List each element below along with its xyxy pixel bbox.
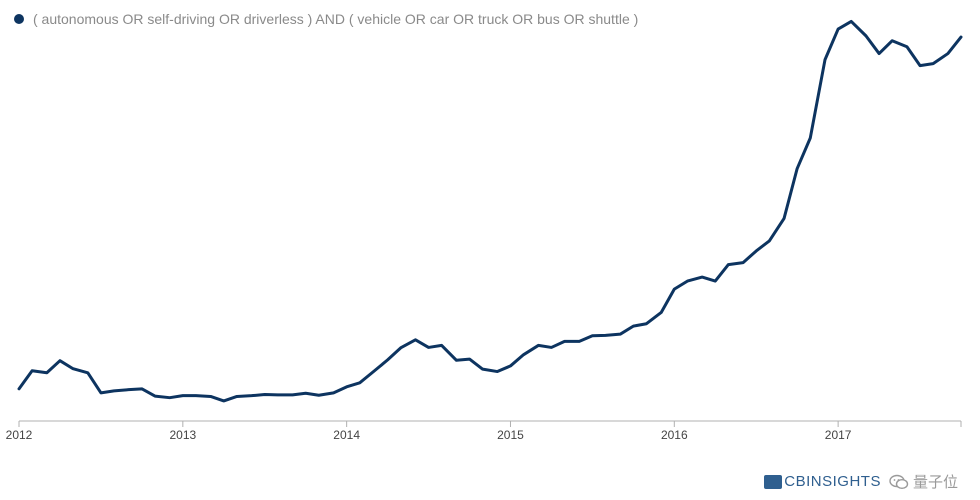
- data-point[interactable]: [357, 380, 363, 386]
- data-point[interactable]: [467, 356, 473, 362]
- data-point[interactable]: [781, 215, 787, 221]
- data-point[interactable]: [603, 332, 609, 338]
- data-point[interactable]: [290, 392, 296, 398]
- data-point[interactable]: [439, 342, 445, 348]
- data-point[interactable]: [835, 26, 841, 32]
- data-point[interactable]: [385, 357, 391, 363]
- data-point[interactable]: [684, 278, 690, 284]
- cbinsights-logo: CBINSIGHTS: [764, 473, 881, 490]
- data-point[interactable]: [630, 323, 636, 329]
- data-point[interactable]: [930, 61, 936, 67]
- data-point[interactable]: [85, 370, 91, 376]
- data-point[interactable]: [331, 390, 337, 396]
- data-point[interactable]: [126, 387, 132, 393]
- data-point[interactable]: [794, 166, 800, 172]
- data-point[interactable]: [725, 262, 731, 268]
- wechat-icon: [889, 474, 909, 489]
- data-point[interactable]: [521, 352, 527, 358]
- data-point[interactable]: [617, 331, 623, 337]
- data-point[interactable]: [344, 384, 350, 390]
- data-point[interactable]: [740, 260, 746, 266]
- data-point[interactable]: [221, 398, 227, 404]
- data-point[interactable]: [889, 38, 895, 44]
- cbinsights-logo-icon: [764, 474, 783, 489]
- series-group: [16, 18, 964, 404]
- data-point[interactable]: [152, 393, 158, 399]
- series-line[interactable]: [17, 19, 963, 403]
- data-point[interactable]: [29, 368, 35, 374]
- data-point[interactable]: [863, 33, 869, 39]
- watermark: CBINSIGHTS 量子位: [764, 471, 958, 492]
- data-point[interactable]: [958, 34, 964, 40]
- data-point[interactable]: [507, 363, 513, 369]
- legend-marker-icon: [14, 14, 24, 24]
- cbinsights-logo-text: CBINSIGHTS: [784, 473, 881, 490]
- data-point[interactable]: [917, 63, 923, 69]
- data-point[interactable]: [589, 333, 595, 339]
- x-axis-ticks: 2012 2013 2014 2015 2016 2017: [6, 421, 962, 442]
- data-point[interactable]: [548, 344, 554, 350]
- data-point[interactable]: [398, 345, 404, 351]
- data-point[interactable]: [480, 366, 486, 372]
- data-point[interactable]: [262, 391, 268, 397]
- data-point[interactable]: [766, 238, 772, 244]
- legend-label: ( autonomous OR self-driving OR driverle…: [33, 11, 639, 27]
- data-point[interactable]: [316, 392, 322, 398]
- data-point[interactable]: [643, 321, 649, 327]
- data-point[interactable]: [699, 274, 705, 280]
- data-point[interactable]: [945, 51, 951, 57]
- data-point[interactable]: [44, 370, 50, 376]
- data-point[interactable]: [70, 366, 76, 372]
- data-point[interactable]: [139, 386, 145, 392]
- data-point[interactable]: [576, 338, 582, 344]
- x-tick-label: 2013: [169, 428, 196, 442]
- data-point[interactable]: [753, 248, 759, 254]
- data-point[interactable]: [167, 395, 173, 401]
- data-point[interactable]: [876, 51, 882, 57]
- watermark-text: 量子位: [912, 474, 958, 491]
- data-point[interactable]: [426, 344, 432, 350]
- data-point[interactable]: [303, 390, 309, 396]
- legend[interactable]: ( autonomous OR self-driving OR driverle…: [14, 11, 638, 27]
- data-point[interactable]: [180, 393, 186, 399]
- data-point[interactable]: [712, 278, 718, 284]
- data-point[interactable]: [16, 386, 22, 392]
- data-point[interactable]: [494, 369, 500, 375]
- data-point[interactable]: [275, 392, 281, 398]
- data-point[interactable]: [193, 393, 199, 399]
- data-point[interactable]: [57, 358, 63, 364]
- x-tick-label: 2017: [825, 428, 852, 442]
- data-point[interactable]: [111, 388, 117, 394]
- x-tick-label: 2012: [6, 428, 33, 442]
- data-point[interactable]: [98, 390, 104, 396]
- x-tick-label: 2014: [333, 428, 360, 442]
- data-point[interactable]: [453, 357, 459, 363]
- data-point[interactable]: [562, 338, 568, 344]
- data-point[interactable]: [208, 393, 214, 399]
- data-point[interactable]: [234, 393, 240, 399]
- data-point[interactable]: [535, 342, 541, 348]
- data-point[interactable]: [671, 286, 677, 292]
- data-point[interactable]: [658, 309, 664, 315]
- x-tick-label: 2015: [497, 428, 524, 442]
- data-point[interactable]: [807, 135, 813, 141]
- x-tick-label: 2016: [661, 428, 688, 442]
- data-point[interactable]: [372, 368, 378, 374]
- data-point[interactable]: [904, 44, 910, 50]
- data-point[interactable]: [822, 57, 828, 63]
- data-point[interactable]: [848, 18, 854, 24]
- data-point[interactable]: [412, 337, 418, 343]
- data-point[interactable]: [249, 393, 255, 399]
